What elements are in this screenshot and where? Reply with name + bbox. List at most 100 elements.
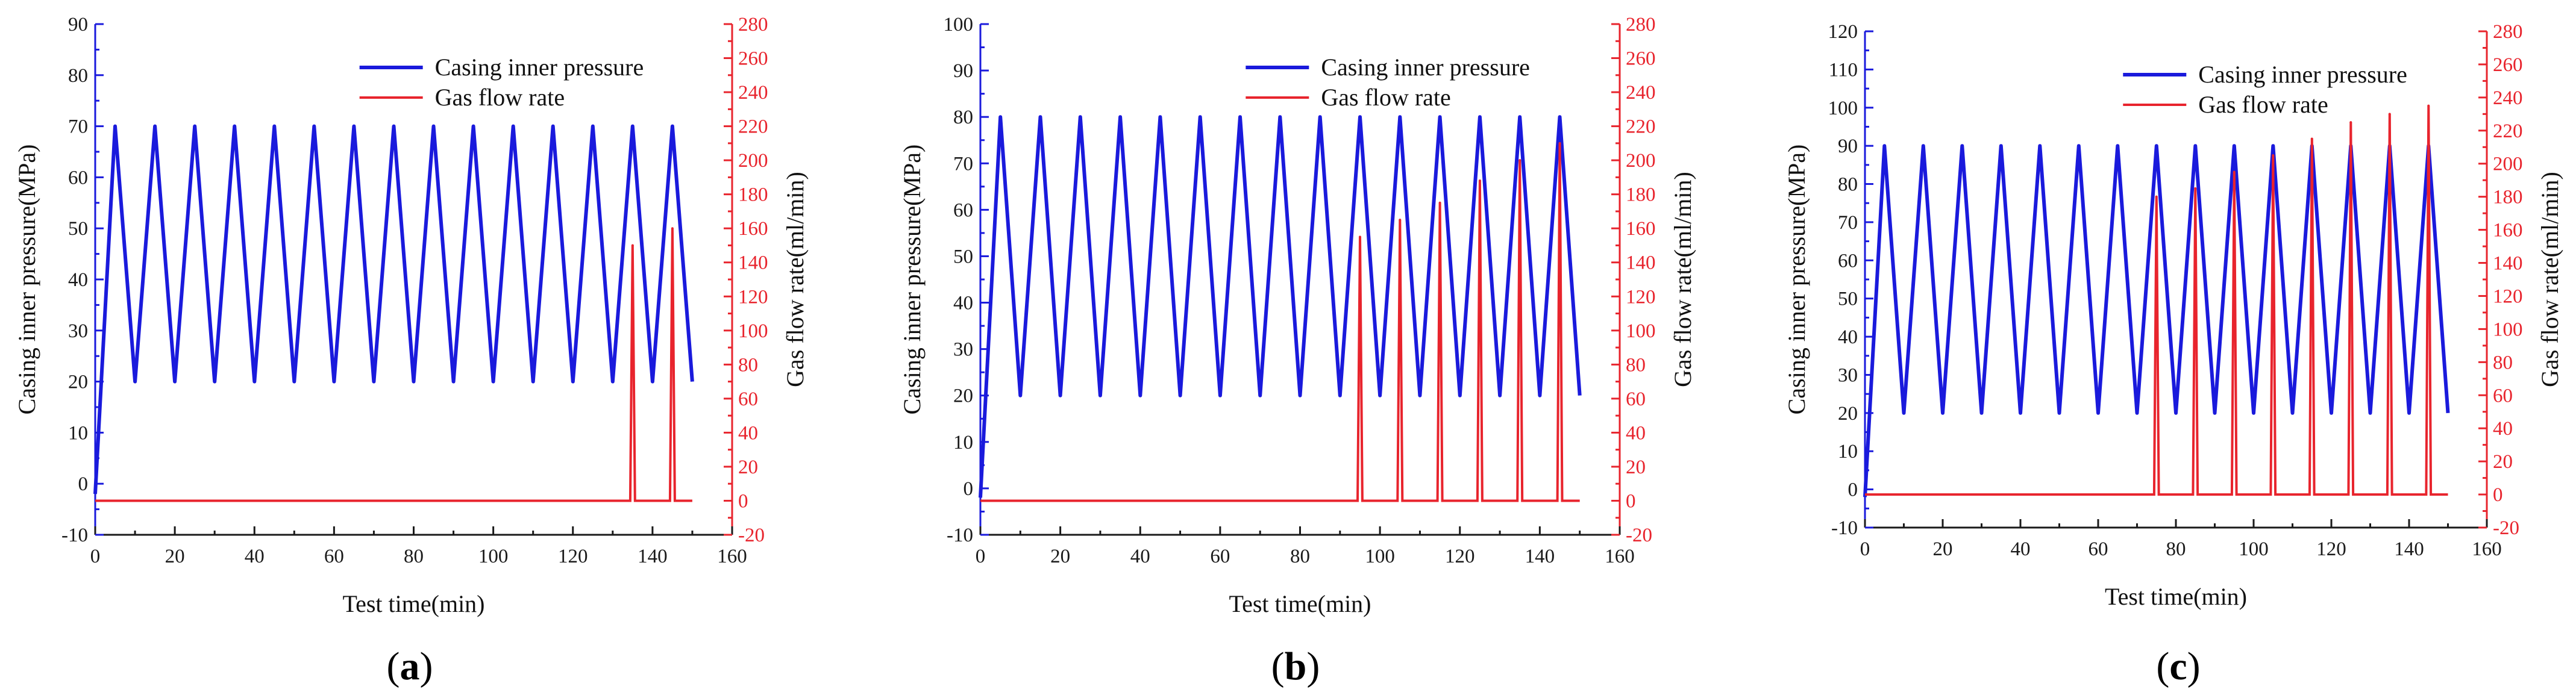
y-axis-left-title: Casing inner pressure(MPa) <box>898 145 926 415</box>
y-right-tick-label: 180 <box>2493 187 2523 208</box>
y-left-tick-label: 70 <box>953 153 973 175</box>
y-left-tick-label: 20 <box>1838 403 1858 425</box>
x-tick-label: 60 <box>1210 546 1230 567</box>
y-left-tick-label: 80 <box>1838 174 1858 196</box>
y-left-tick-label: 90 <box>1838 136 1858 157</box>
y-right-tick-label: 160 <box>1626 218 1656 240</box>
y-axis-left-title: Casing inner pressure(MPa) <box>1783 145 1810 415</box>
y-left-tick-label: 90 <box>953 60 973 82</box>
gas-flow-peak-point <box>2349 121 2352 124</box>
y-right-tick-label: 140 <box>738 252 768 274</box>
y-right-tick-label: 40 <box>1626 422 1646 444</box>
y-right-tick-label: 100 <box>1626 320 1656 342</box>
y-right-tick-label: 260 <box>1626 48 1656 70</box>
y-left-tick-label: 70 <box>1838 212 1858 234</box>
y-left-tick-label: 50 <box>1838 288 1858 310</box>
y-right-tick-label: 60 <box>1626 388 1646 410</box>
y-axis-left-title: Casing inner pressure(MPa) <box>13 145 40 415</box>
x-tick-label: 40 <box>245 546 265 567</box>
y-right-tick-label: 80 <box>1626 354 1646 376</box>
y-right-tick-label: 280 <box>738 14 768 36</box>
y-left-tick-label: 80 <box>953 107 973 128</box>
y-right-tick-label: 280 <box>1626 14 1656 36</box>
y-right-tick-label: 260 <box>2493 54 2523 76</box>
gas-flow-peak-point <box>2388 113 2391 116</box>
y-left-tick-label: 60 <box>1838 250 1858 272</box>
y-right-tick-label: 80 <box>2493 352 2513 373</box>
gas-flow-peak-point <box>2310 137 2313 140</box>
x-tick-label: 140 <box>1525 546 1555 567</box>
y-left-tick-label: 50 <box>953 246 973 267</box>
y-right-tick-label: 0 <box>1626 490 1636 512</box>
x-tick-label: 140 <box>638 546 668 567</box>
chart-panel-c: 0 20 40 60 80 100 120 140 160-100102030405060708… <box>1783 21 2563 688</box>
x-tick-label: 0 <box>976 546 986 567</box>
y-left-tick-label: 100 <box>944 14 974 36</box>
y-left-tick-label: 0 <box>78 473 89 495</box>
y-right-tick-label: 140 <box>2493 253 2523 275</box>
x-tick-label: 160 <box>717 546 747 567</box>
x-tick-label: 40 <box>1130 546 1150 567</box>
y-right-tick-label: 260 <box>738 48 768 70</box>
y-right-tick-label: 120 <box>1626 286 1656 308</box>
x-tick-label: 80 <box>404 546 424 567</box>
gas-flow-peak-point <box>1478 179 1481 182</box>
y-left-tick-label: 90 <box>68 14 88 36</box>
y-left-tick-label: 120 <box>1828 21 1858 43</box>
x-tick-label: 140 <box>2394 538 2424 560</box>
y-left-tick-label: 60 <box>68 167 88 189</box>
gas-flow-peak-point <box>1358 235 1361 238</box>
y-left-tick-label: 50 <box>68 218 88 240</box>
y-left-tick-label: 40 <box>953 293 973 314</box>
y-right-tick-label: 200 <box>1626 150 1656 172</box>
y-left-tick-label: 0 <box>1848 479 1858 501</box>
gas-flow-peak-point <box>2233 170 2236 173</box>
chart-panel-a: 0 20 40 60 80 100 120 140 160-100102030405060708… <box>13 14 809 688</box>
gas-flow-peak-point <box>1399 219 1402 222</box>
y-right-tick-label: -20 <box>738 525 765 546</box>
gas-flow-peak-point <box>631 244 634 247</box>
y-right-tick-label: 220 <box>1626 116 1656 138</box>
y-left-tick-label: -10 <box>61 525 88 546</box>
x-tick-label: 60 <box>324 546 344 567</box>
x-tick-label: 80 <box>2166 538 2186 560</box>
gas-flow-peak-point <box>1438 201 1441 204</box>
y-left-tick-label: 100 <box>1828 98 1858 119</box>
series-line-casing-inner-pressure <box>93 124 694 494</box>
y-right-tick-label: -20 <box>2493 517 2519 539</box>
y-right-tick-label: 240 <box>1626 82 1656 104</box>
x-tick-label: 120 <box>1445 546 1475 567</box>
y-right-tick-label: 0 <box>738 490 748 512</box>
y-right-tick-label: 280 <box>2493 21 2523 43</box>
y-left-tick-label: 30 <box>1838 364 1858 386</box>
x-tick-label: 0 <box>1860 538 1870 560</box>
y-right-tick-label: 160 <box>2493 220 2523 241</box>
panel-label: (c) <box>2156 644 2200 688</box>
x-tick-label: 160 <box>1605 546 1635 567</box>
gas-flow-peak-point <box>2194 187 2197 190</box>
gas-flow-peak-point <box>2155 195 2158 198</box>
x-tick-label: 120 <box>558 546 588 567</box>
y-right-tick-label: 20 <box>738 457 758 478</box>
x-axis-title: Test time(min) <box>1229 590 1371 617</box>
y-right-tick-label: 100 <box>2493 319 2523 340</box>
x-tick-label: 0 <box>90 546 101 567</box>
y-left-tick-label: 70 <box>68 116 88 138</box>
y-left-tick-label: 110 <box>1829 59 1858 81</box>
y-left-tick-label: 40 <box>68 269 88 291</box>
x-tick-label: 20 <box>1050 546 1070 567</box>
legend-label-flow: Gas flow rate <box>435 84 565 111</box>
gas-flow-peak-point <box>1518 159 1521 162</box>
y-axis-right-title: Gas flow rate(ml/min) <box>1669 172 1696 387</box>
y-right-tick-label: 180 <box>1626 184 1656 206</box>
y-left-tick-label: 30 <box>953 339 973 361</box>
y-right-tick-label: -20 <box>1626 525 1652 546</box>
y-right-tick-label: 80 <box>738 354 758 376</box>
y-left-tick-label: 20 <box>953 385 973 407</box>
y-left-tick-label: 80 <box>68 65 88 87</box>
y-right-tick-label: 60 <box>738 388 758 410</box>
x-tick-label: 40 <box>2011 538 2031 560</box>
y-axis-right-title: Gas flow rate(ml/min) <box>782 172 809 387</box>
gas-flow-peak-point <box>671 227 674 230</box>
